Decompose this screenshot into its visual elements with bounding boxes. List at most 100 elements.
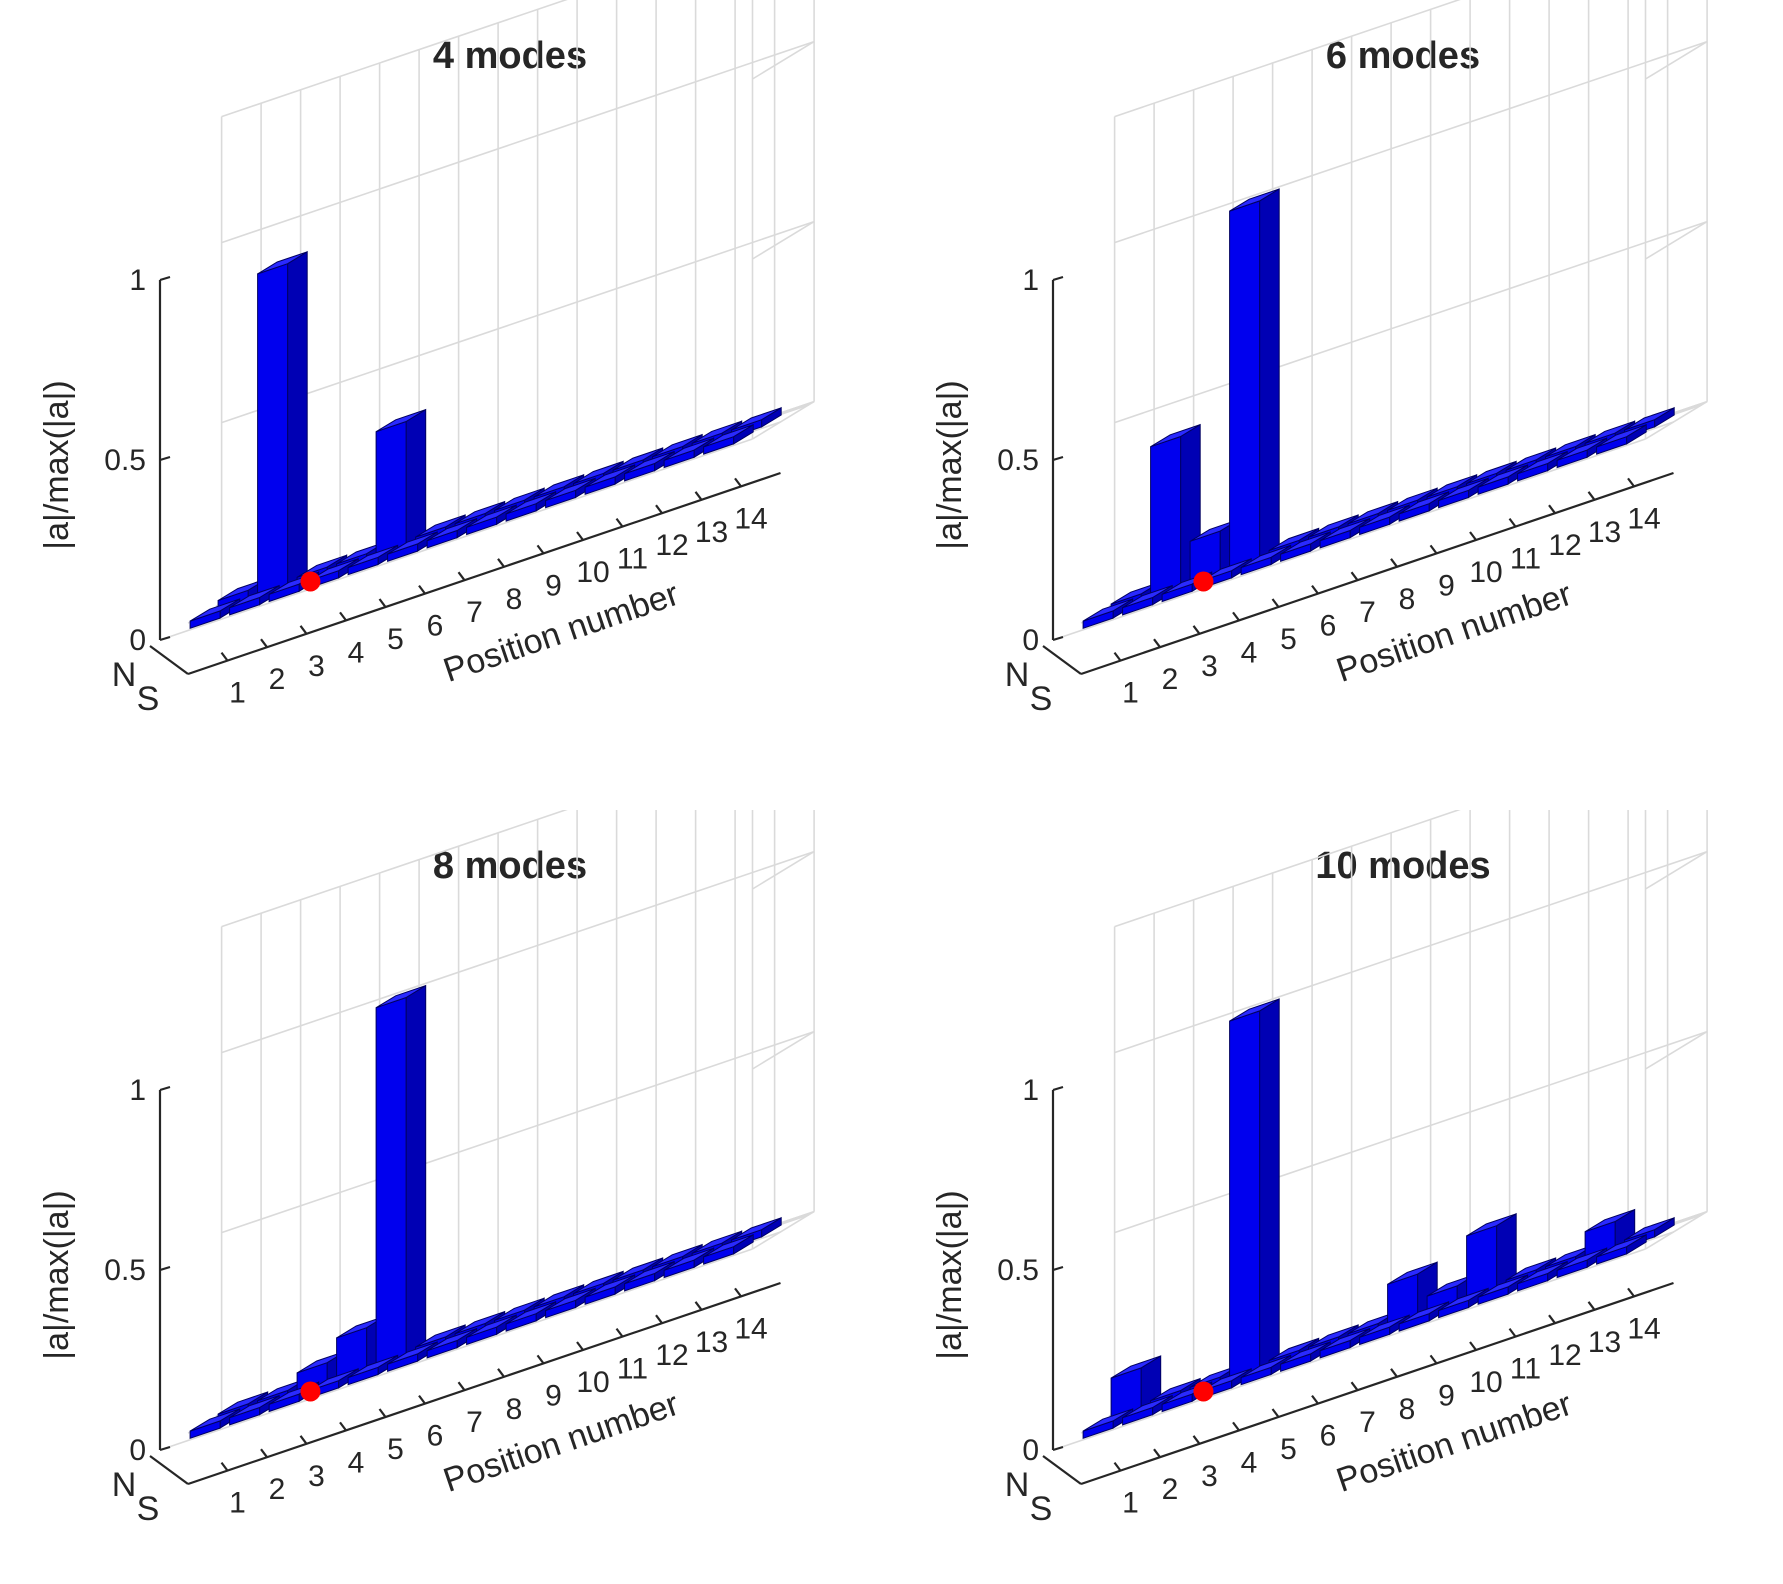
x-tick-label: 10 [1469,556,1502,589]
bar-front-pos-1 [189,598,241,629]
z-axis: 00.51 [104,1074,171,1467]
bar-back-pos-13 [1584,1208,1636,1262]
z-tick-label: 0.5 [997,444,1039,477]
bars [1082,188,1675,629]
bar-front-pos-1 [1082,598,1134,629]
x-axis: 1 2 3 4 5 6 7 8 9 10 11 12 13 14 [187,1281,781,1520]
x-axis: 1 2 3 4 5 6 7 8 9 10 11 12 13 14 [187,471,781,710]
bars [189,250,782,629]
marker-dot [1193,571,1214,592]
x-tick-label: 12 [655,1339,688,1372]
bar-front-pos-14 [1596,1233,1647,1265]
chart-title: 8 modes [433,845,587,887]
depth-axis-label-subscript: S [1030,1490,1053,1528]
x-tick-label: 11 [617,1353,648,1386]
x-tick-label: 7 [1359,596,1376,629]
x-tick-label: 5 [1280,1433,1297,1466]
z-tick-label: 0.5 [104,1254,146,1287]
marker-dot [300,1381,321,1402]
z-tick-label: 0 [129,1434,146,1467]
z-axis: 00.51 [997,1074,1064,1467]
x-tick-label: 1 [1122,1487,1139,1520]
z-tick-label: 1 [1022,264,1039,297]
x-tick-label: 4 [348,636,365,669]
bar-back-pos-4 [1229,998,1280,1382]
x-tick-label: 4 [1241,636,1258,669]
x-tick-label: 3 [1201,1460,1218,1493]
chart-title: 10 modes [1315,845,1490,887]
x-tick-label: 10 [576,1366,609,1399]
x-tick-label: 8 [1399,1393,1416,1426]
z-tick-label: 0 [1022,624,1039,657]
z-tick-label: 0.5 [104,444,146,477]
bar-front-pos-14 [1596,423,1647,455]
x-tick-label: 6 [1320,610,1337,643]
x-tick-label: 9 [545,569,562,602]
bar-back-pos-5 [375,408,427,559]
x-tick-label: 9 [1438,1379,1455,1412]
z-tick-label: 1 [129,1074,146,1107]
x-tick-label: 3 [308,650,325,683]
x-axis: 1 2 3 4 5 6 7 8 9 10 11 12 13 14 [1080,1281,1674,1520]
x-tick-label: 12 [1548,529,1581,562]
z-tick-label: 0 [129,624,146,657]
x-tick-label: 14 [1627,502,1660,535]
z-tick-label: 0.5 [997,1254,1039,1287]
bar-back-pos-8 [494,1297,545,1329]
bars [1082,998,1675,1439]
x-tick-label: 6 [427,1420,444,1453]
x-tick-label: 4 [348,1446,365,1479]
x-tick-label: 2 [1162,1473,1179,1506]
z-axis: 00.51 [104,264,171,657]
bar-front-pos-14 [703,423,754,455]
x-tick-label: 14 [734,1312,767,1345]
x-tick-label: 13 [695,1326,728,1359]
bar-back-pos-1 [1110,1355,1162,1422]
z-tick-label: 0 [1022,1434,1039,1467]
bar-back-pos-4 [1229,188,1280,572]
bar-back-pos-2 [257,250,308,599]
x-tick-label: 5 [387,623,404,656]
bar-front-pos-11 [1477,1274,1529,1305]
x-tick-label: 11 [1510,543,1541,576]
x-tick-label: 14 [734,502,767,535]
depth-axis: NS [112,645,189,718]
depth-axis-label-subscript: S [137,680,160,718]
bar-front-pos-7 [426,517,478,549]
x-tick-label: 5 [387,1433,404,1466]
depth-axis-label: N [112,656,137,694]
x-tick-label: 10 [1469,1366,1502,1399]
x-tick-label: 13 [1588,516,1621,549]
bar-front-pos-12 [1517,1260,1568,1292]
depth-axis-label-subscript: S [1030,680,1053,718]
x-tick-label: 5 [1280,623,1297,656]
x-tick-label: 3 [1201,650,1218,683]
depth-axis: NS [112,1455,189,1528]
bar-front-pos-6 [387,1341,438,1372]
x-tick-label: 8 [506,1393,523,1426]
x-tick-label: 7 [466,596,483,629]
bar-front-pos-1 [189,1408,241,1439]
x-tick-label: 8 [506,583,523,616]
x-tick-label: 1 [1122,677,1139,710]
chart-title: 6 modes [1326,35,1480,77]
z-axis-label: |a|/max(|a|) [38,380,76,549]
depth-axis: NS [1005,1455,1082,1528]
bars [189,984,782,1439]
depth-axis-label-subscript: S [137,1490,160,1528]
x-axis: 1 2 3 4 5 6 7 8 9 10 11 12 13 14 [1080,471,1674,710]
bar-front-pos-12 [1517,450,1568,482]
x-tick-label: 2 [269,663,286,696]
bar-back-pos-10 [1466,1212,1517,1302]
x-tick-label: 6 [427,610,444,643]
x-tick-label: 1 [229,677,246,710]
x-tick-label: 13 [695,516,728,549]
depth-axis-label: N [112,1466,137,1504]
x-tick-label: 13 [1588,1326,1621,1359]
z-axis-label: |a|/max(|a|) [931,380,969,549]
z-axis-label: |a|/max(|a|) [931,1190,969,1359]
